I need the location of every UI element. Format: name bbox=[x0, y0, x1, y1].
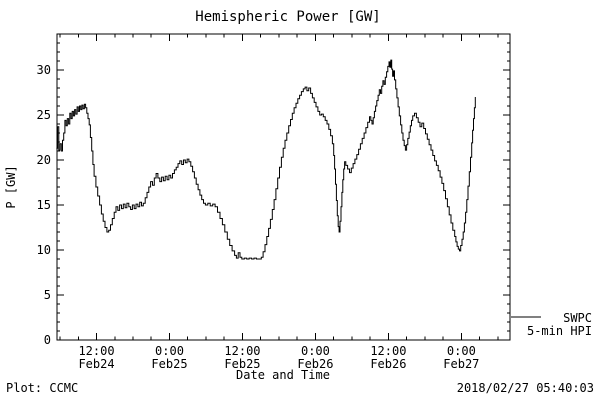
svg-text:10: 10 bbox=[37, 243, 51, 257]
svg-text:Feb26: Feb26 bbox=[370, 357, 406, 371]
x-axis-label: Date and Time bbox=[236, 368, 330, 382]
svg-text:0:00: 0:00 bbox=[301, 344, 330, 358]
hpi-line bbox=[56, 59, 476, 260]
svg-text:0: 0 bbox=[44, 333, 51, 347]
svg-text:12:00: 12:00 bbox=[224, 344, 260, 358]
y-axis-label: P [GW] bbox=[4, 165, 18, 208]
data-series-layer bbox=[56, 59, 476, 260]
legend-series-label: 5-min HPI bbox=[527, 324, 592, 338]
svg-text:5: 5 bbox=[44, 288, 51, 302]
plot-credit: Plot: CCMC bbox=[6, 381, 78, 395]
svg-text:0:00: 0:00 bbox=[447, 344, 476, 358]
svg-text:Feb25: Feb25 bbox=[151, 357, 187, 371]
svg-text:12:00: 12:00 bbox=[370, 344, 406, 358]
svg-text:30: 30 bbox=[37, 63, 51, 77]
timestamp: 2018/02/27 05:40:03 bbox=[457, 381, 594, 395]
svg-text:Feb27: Feb27 bbox=[443, 357, 479, 371]
svg-text:Feb25: Feb25 bbox=[224, 357, 260, 371]
svg-text:20: 20 bbox=[37, 153, 51, 167]
svg-text:Feb26: Feb26 bbox=[297, 357, 333, 371]
tick-label-layer: 05101520253012:00Feb240:00Feb2512:00Feb2… bbox=[37, 63, 480, 371]
svg-text:15: 15 bbox=[37, 198, 51, 212]
chart-title: Hemispheric Power [GW] bbox=[195, 9, 380, 25]
svg-text:12:00: 12:00 bbox=[78, 344, 114, 358]
svg-text:Feb24: Feb24 bbox=[78, 357, 114, 371]
svg-text:25: 25 bbox=[37, 108, 51, 122]
legend-source-label: SWPC bbox=[563, 311, 592, 325]
svg-text:0:00: 0:00 bbox=[155, 344, 184, 358]
axes-layer bbox=[56, 33, 511, 341]
